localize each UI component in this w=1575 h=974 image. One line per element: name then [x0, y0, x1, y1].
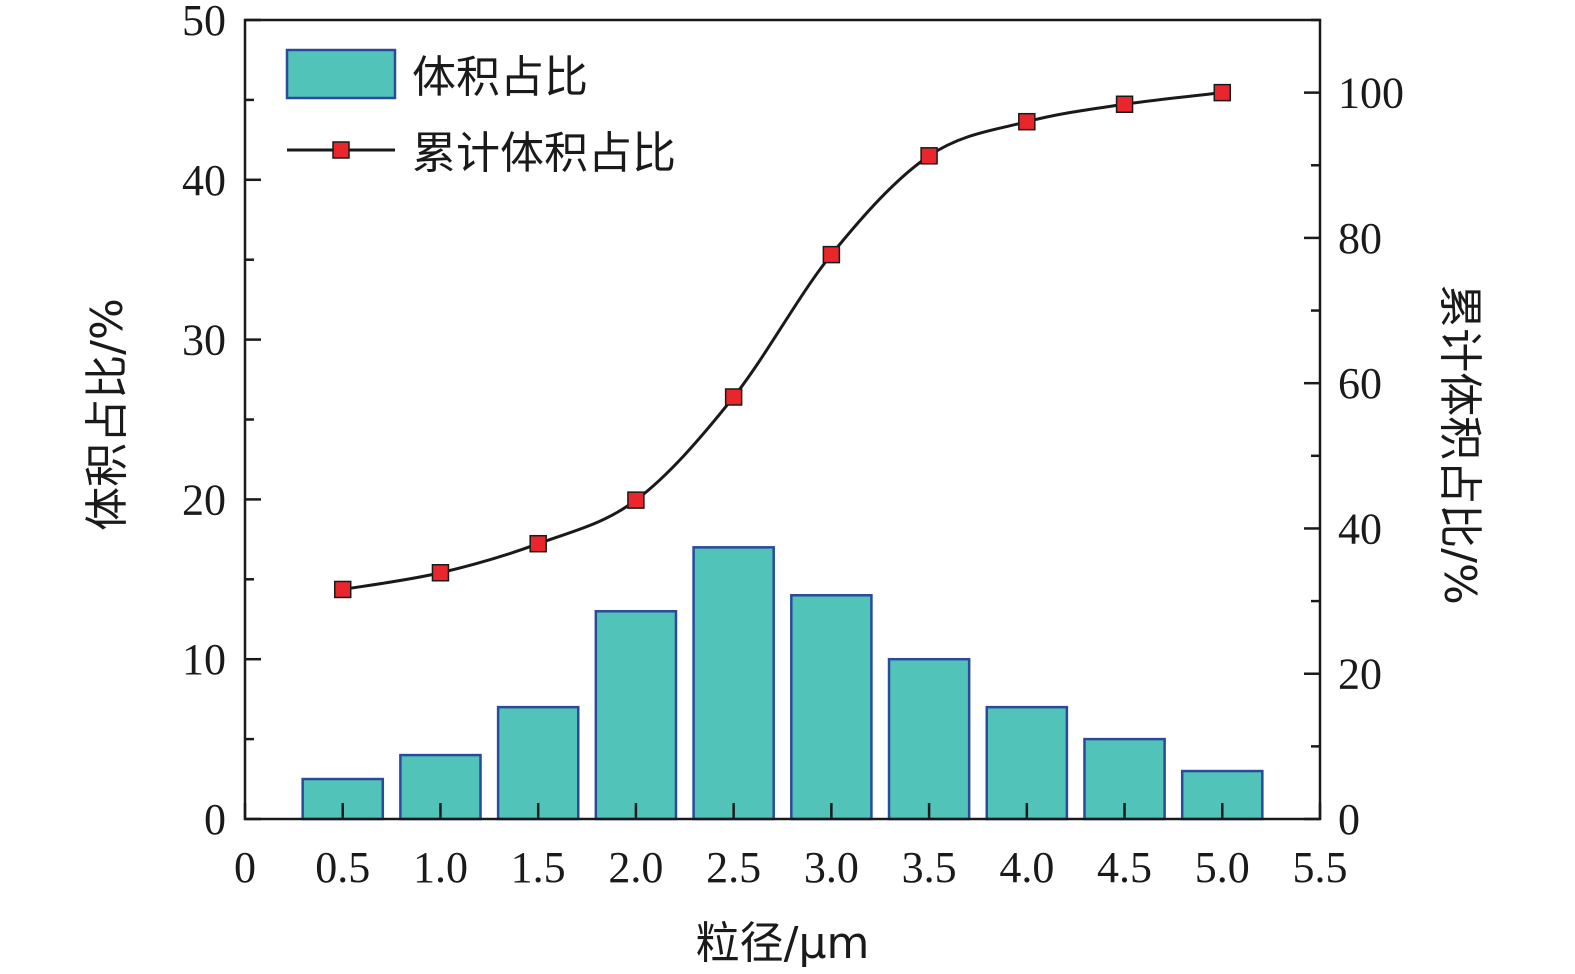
bars-layer — [301, 546, 1264, 821]
x-tick-label: 4.0 — [999, 843, 1054, 892]
x-tick-labels: 0 0.5 1.0 1.5 2.0 2.5 3.0 3.5 4.0 4.5 5.0 5.5 — [234, 843, 1348, 892]
x-tick-label: 3.5 — [902, 843, 957, 892]
y2-tick-label: 40 — [1338, 504, 1382, 553]
x-tick-label: 1.0 — [413, 843, 468, 892]
cumulative-point-8 — [1115, 95, 1134, 114]
cumulative-point-2 — [529, 534, 547, 553]
y2-tick-label: 20 — [1338, 650, 1382, 699]
y-tick-label: 0 — [204, 795, 226, 844]
legend-line-marker — [332, 141, 350, 159]
x-tick-label: 0 — [234, 843, 256, 892]
cumulative-point-1 — [431, 564, 450, 582]
y-tick-label: 30 — [182, 316, 226, 365]
cumulative-point-6 — [920, 147, 938, 165]
x-tick-label: 5.5 — [1293, 843, 1348, 892]
bar-2 — [496, 705, 580, 821]
x-tick-label: 2.0 — [608, 843, 663, 892]
cumulative-point-9 — [1213, 83, 1232, 102]
y-tick-label: 50 — [182, 0, 226, 45]
line-layer — [333, 83, 1232, 599]
legend-bar-swatch — [285, 48, 397, 100]
y2-axis-title: 累计体积占比/% — [1434, 284, 1485, 605]
x-axis-title: 粒径/μm — [696, 918, 870, 969]
y-tick-label: 20 — [182, 475, 226, 524]
x-tick-label: 0.5 — [315, 843, 370, 892]
x-tick-label: 4.5 — [1097, 843, 1152, 892]
y2-tick-label: 0 — [1338, 795, 1360, 844]
legend-line-label: 累计体积占比 — [412, 128, 676, 179]
x-tick-label: 2.5 — [706, 843, 761, 892]
y-axis-title: 体积占比/% — [82, 298, 133, 531]
bar-6 — [887, 657, 971, 821]
bar-3 — [594, 610, 678, 821]
y2-tick-label: 100 — [1338, 69, 1404, 118]
y2-tick-labels: 0 20 40 60 80 100 — [1338, 69, 1404, 844]
bar-5 — [790, 594, 873, 821]
cumulative-point-7 — [1018, 112, 1036, 131]
legend-bar-label: 体积占比 — [412, 52, 588, 103]
bar-4 — [692, 546, 775, 821]
x-tick-label: 3.0 — [804, 843, 859, 892]
y-tick-label: 40 — [182, 156, 226, 205]
cumulative-point-4 — [724, 388, 743, 406]
cumulative-point-0 — [333, 580, 352, 599]
plot-frame — [243, 18, 1322, 821]
cumulative-line — [342, 91, 1223, 591]
bar-7 — [985, 705, 1069, 821]
y2-tick-label: 60 — [1338, 359, 1382, 408]
y-tick-label: 10 — [182, 635, 226, 684]
cumulative-point-5 — [822, 245, 841, 264]
cumulative-point-3 — [627, 491, 645, 509]
legend: 体积占比 累计体积占比 — [285, 48, 676, 179]
y2-tick-label: 80 — [1338, 214, 1382, 263]
ticks-layer — [243, 18, 1322, 821]
x-tick-label: 5.0 — [1195, 843, 1250, 892]
x-tick-label: 1.5 — [511, 843, 566, 892]
y-tick-labels: 0 10 20 30 40 50 — [182, 0, 226, 844]
